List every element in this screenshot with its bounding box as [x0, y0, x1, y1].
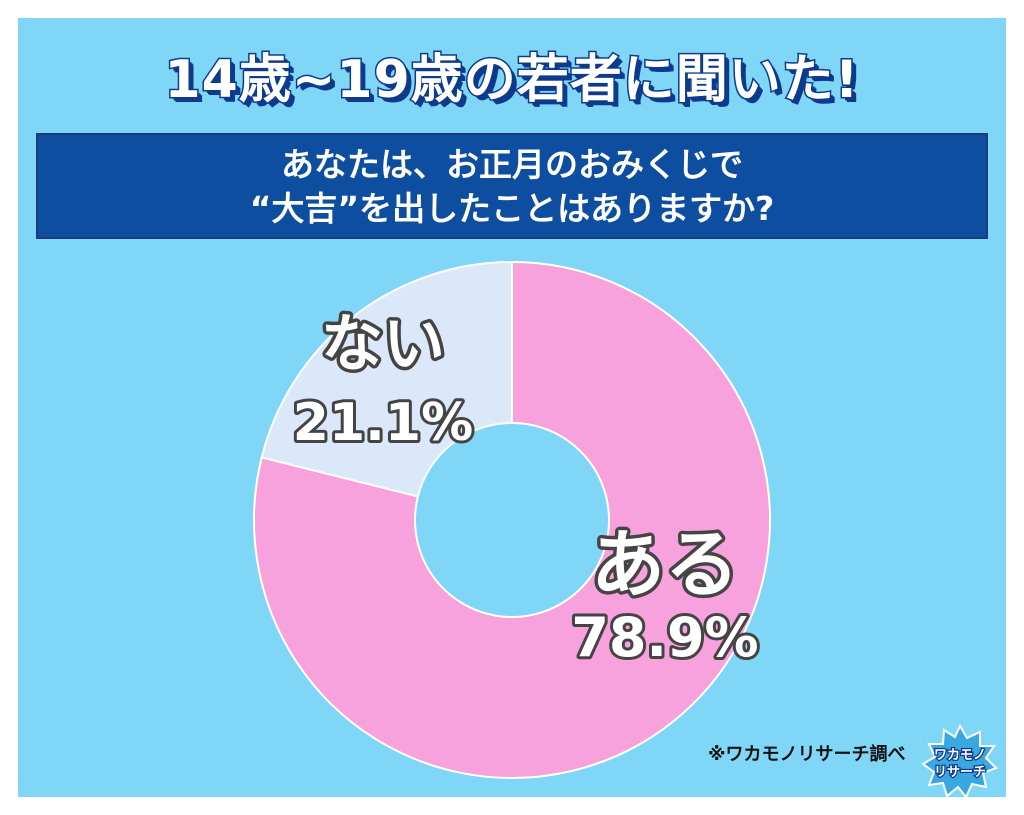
wakamono-research-logo: ワカモノ リサーチ — [921, 723, 998, 799]
question-box: あなたは、お正月のおみくじで “大吉”を出したことはありますか? — [36, 133, 988, 239]
slice-label-1: ない — [321, 307, 445, 380]
slice-label-0: ある — [591, 522, 739, 608]
donut-slice-aru — [253, 260, 771, 779]
logo-text-line-1: ワカモノ — [934, 748, 986, 763]
donut-slice-nai — [260, 260, 513, 498]
logo-text-line-2: リサーチ — [934, 765, 986, 780]
slice-value-0: 78.9% — [571, 606, 758, 669]
slice-value-1: 21.1% — [293, 393, 473, 453]
question-line-2: “大吉”を出したことはありますか? — [249, 189, 775, 228]
question-line-1: あなたは、お正月のおみくじで — [281, 145, 743, 184]
source-credit: ※ワカモノリサーチ調べ — [708, 744, 906, 765]
headline: 14歳~19歳の若者に聞いた! — [163, 49, 860, 112]
